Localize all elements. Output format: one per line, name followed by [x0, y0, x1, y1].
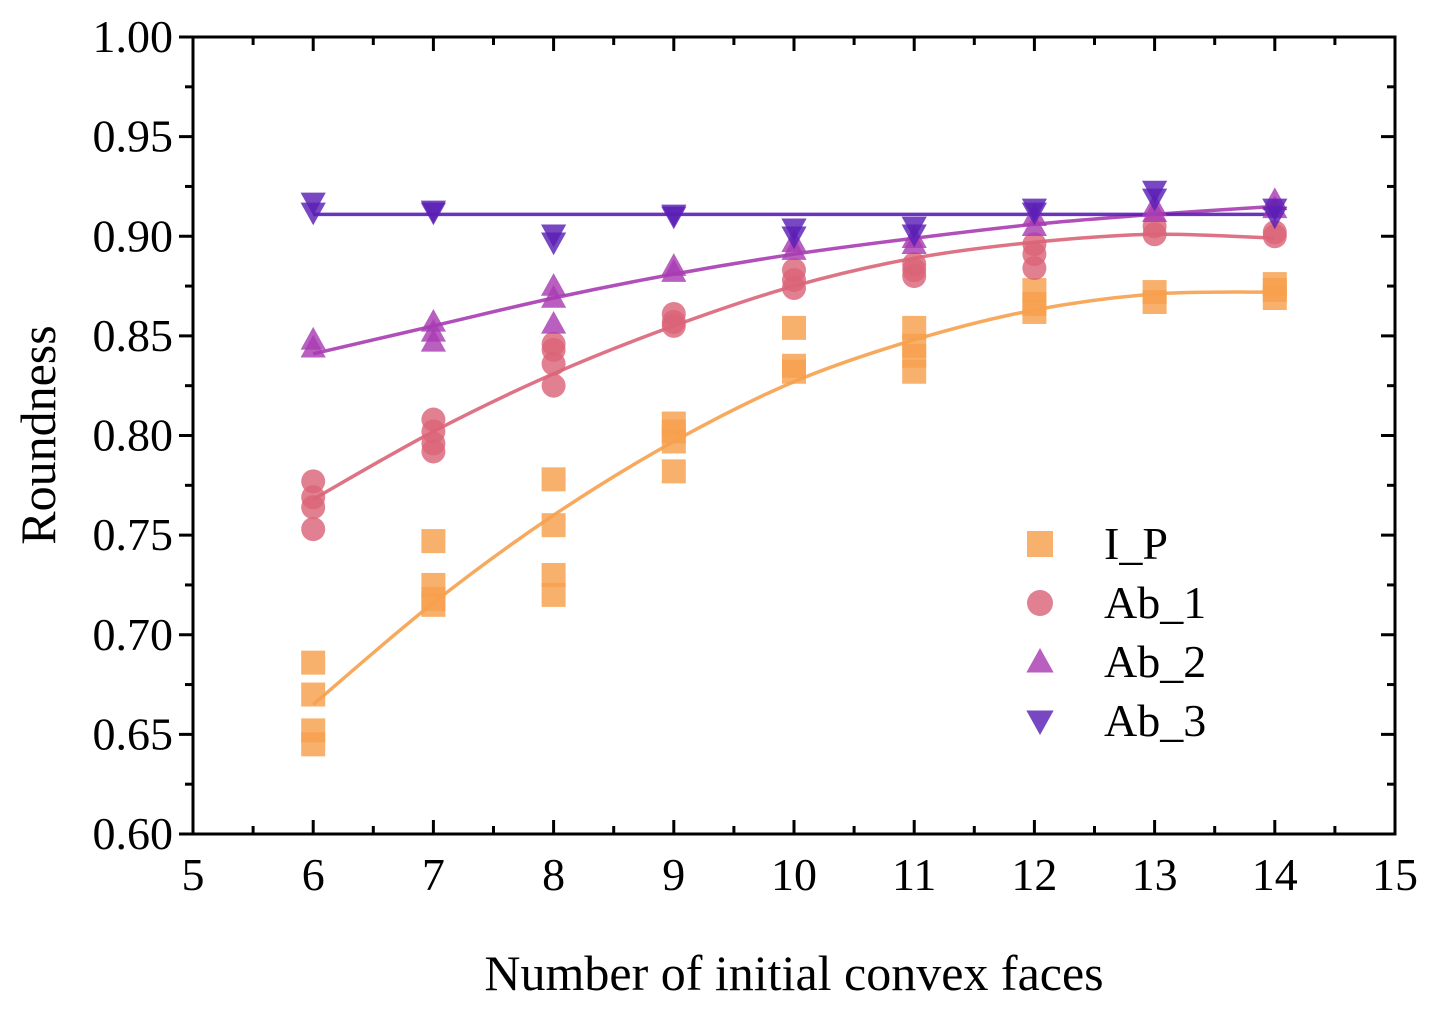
- point-ab-1: [301, 517, 326, 542]
- point-ab-2: [661, 259, 687, 282]
- point-ab-3: [1142, 188, 1168, 212]
- point-ab-1: [1022, 256, 1047, 281]
- x-tick-label: 15: [1372, 849, 1418, 900]
- legend-marker-ab-3: [1026, 710, 1054, 736]
- point-ab-1: [541, 351, 566, 376]
- point-ab-1: [541, 373, 566, 398]
- point-i-p: [661, 459, 686, 484]
- point-ab-1: [782, 276, 806, 301]
- x-tick-label: 7: [422, 849, 445, 900]
- legend-label-ab-2: Ab_2: [1104, 636, 1206, 687]
- point-i-p: [1022, 299, 1047, 324]
- point-i-p: [301, 732, 326, 757]
- y-axis-label: Roundness: [10, 325, 66, 544]
- legend-marker-ab-2: [1026, 647, 1054, 673]
- point-ab-2: [541, 310, 567, 334]
- point-i-p: [541, 513, 566, 538]
- point-i-p: [301, 650, 326, 675]
- y-tick-label: 0.90: [93, 210, 174, 261]
- point-ab-3: [661, 206, 687, 230]
- data-points: [300, 180, 1288, 757]
- legend-marker-ab-1: [1027, 590, 1053, 616]
- x-tick-label: 12: [1011, 849, 1057, 900]
- point-ab-1: [902, 264, 927, 289]
- x-tick-label: 8: [542, 849, 565, 900]
- point-ab-1: [421, 439, 446, 464]
- point-ab-3: [300, 202, 326, 226]
- point-i-p: [541, 582, 566, 607]
- point-i-p: [782, 315, 806, 340]
- y-tick-label: 0.95: [93, 111, 174, 162]
- point-ab-3: [420, 202, 446, 226]
- x-tick-label: 6: [302, 849, 325, 900]
- point-i-p: [1262, 286, 1287, 311]
- point-ab-3: [541, 232, 567, 256]
- point-i-p: [1142, 290, 1167, 315]
- point-ab-2: [541, 285, 567, 308]
- x-tick-label: 14: [1252, 849, 1298, 900]
- point-ab-2: [300, 334, 326, 358]
- x-tick-label: 9: [662, 849, 685, 900]
- y-tick-label: 0.85: [93, 310, 174, 361]
- point-i-p: [902, 359, 927, 384]
- point-ab-1: [1262, 224, 1287, 249]
- legend: I_P Ab_1 Ab_2 Ab_3: [1026, 518, 1206, 746]
- point-ab-3: [901, 224, 927, 248]
- y-tick-label: 1.00: [93, 11, 174, 62]
- legend-marker-i-p: [1027, 531, 1053, 557]
- legend-label-i-p: I_P: [1104, 518, 1168, 569]
- x-axis-label: Number of initial convex faces: [484, 945, 1103, 1001]
- point-ab-3: [1262, 206, 1288, 230]
- y-tick-label: 0.75: [93, 509, 174, 560]
- x-tick-label: 5: [182, 849, 205, 900]
- y-tick-label: 0.70: [93, 609, 174, 660]
- point-ab-1: [1142, 222, 1167, 247]
- point-ab-3: [781, 226, 807, 250]
- point-i-p: [421, 592, 446, 617]
- y-tick-label: 0.80: [93, 410, 174, 461]
- legend-label-ab-1: Ab_1: [1104, 577, 1206, 628]
- legend-label-ab-3: Ab_3: [1104, 695, 1206, 746]
- point-i-p: [782, 359, 806, 384]
- point-i-p: [301, 682, 326, 707]
- point-ab-3: [1021, 202, 1047, 226]
- x-tick-label: 10: [771, 849, 817, 900]
- point-ab-1: [661, 313, 686, 338]
- point-ab-2: [420, 328, 446, 352]
- y-tick-label: 0.60: [93, 808, 174, 859]
- point-i-p: [661, 429, 686, 454]
- plot-frame: [191, 35, 1397, 836]
- y-tick-label: 0.65: [93, 708, 174, 759]
- fit-line-i-p: [312, 290, 1275, 706]
- x-tick-label: 13: [1132, 849, 1178, 900]
- axes: 5 6 7 8 9 10 11 12 13 14 15 0.60 0.65 0.70 0.75 0.80 0.8…: [93, 11, 1419, 900]
- point-ab-1: [301, 495, 326, 520]
- point-i-p: [421, 529, 446, 554]
- x-tick-label: 11: [892, 849, 936, 900]
- point-ab-2: [541, 273, 567, 296]
- point-i-p: [541, 467, 566, 492]
